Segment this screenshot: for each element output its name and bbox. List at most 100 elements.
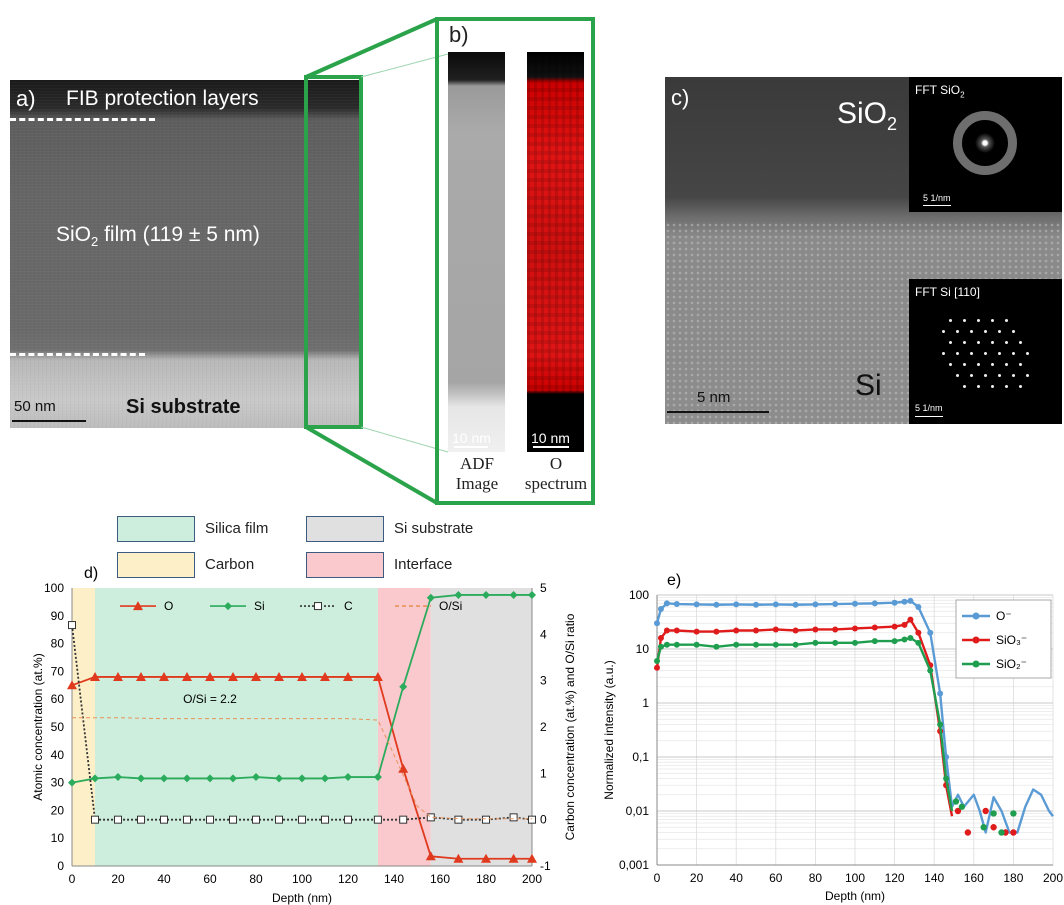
data-point-O <box>159 671 169 681</box>
data-point-Si <box>114 773 122 782</box>
legend-carbon-swatch <box>117 552 195 578</box>
y-tick-label: 0,001 <box>619 858 649 872</box>
data-point-O <box>182 671 192 681</box>
x-tick-label: 80 <box>809 871 823 885</box>
legend-marker-Si <box>224 602 232 611</box>
y2-tick-label: 0 <box>540 813 547 827</box>
data-point-Si <box>509 590 518 599</box>
data-point-Si <box>275 774 283 783</box>
scatter-point <box>952 798 960 805</box>
data-point <box>907 634 914 641</box>
legend-interface-swatch <box>306 552 384 578</box>
legend-silica-label: Silica film <box>205 520 269 537</box>
fft-spot <box>1004 362 1008 366</box>
fft-spot <box>976 318 980 322</box>
data-point-C <box>275 815 283 824</box>
data-point <box>673 601 680 608</box>
data-point <box>852 600 858 607</box>
data-point-O <box>527 853 537 863</box>
fft-sio2-scale-bar <box>923 205 951 206</box>
x-tick-label: 0 <box>654 871 661 885</box>
data-point-O <box>320 671 330 681</box>
data-point-C <box>482 815 490 824</box>
x-tick-label: 100 <box>845 871 865 885</box>
scatter-point <box>1010 829 1017 836</box>
fft-spot <box>997 329 1001 333</box>
legend-carbon-label: Carbon <box>205 556 255 573</box>
scatter-point <box>954 807 962 815</box>
y-tick-label: 90 <box>51 609 65 623</box>
legend-label: Si <box>254 599 265 613</box>
fft-si-inset: FFT Si [110] 5 1/nm <box>909 279 1062 424</box>
data-point-C <box>298 815 306 824</box>
fft-spot <box>941 351 945 355</box>
y-axis-label: Normalized intensity (a.u.) <box>602 660 616 799</box>
data-point <box>753 601 759 608</box>
data-point <box>871 624 878 631</box>
fft-spot <box>948 318 952 322</box>
data-point <box>663 600 670 607</box>
y-tick-label: 1 <box>642 696 649 710</box>
adf-image: 10 nm <box>448 52 505 452</box>
adf-caption: ADF Image <box>455 454 499 493</box>
x-tick-label: 20 <box>690 871 704 885</box>
scatter-point <box>990 810 997 817</box>
data-point <box>891 623 898 630</box>
data-point <box>871 638 878 645</box>
fft-spot <box>1025 351 1029 355</box>
fft-spot <box>983 373 987 377</box>
fft-spot <box>962 384 966 388</box>
data-point <box>772 641 779 648</box>
series-line <box>655 636 954 812</box>
x-tick-label: 100 <box>292 872 312 886</box>
legend-marker-C <box>314 602 322 611</box>
region-silica <box>95 588 378 866</box>
legend-substrate-label: Si substrate <box>394 520 474 537</box>
x-tick-label: 200 <box>1043 871 1063 885</box>
data-point-O <box>297 671 307 681</box>
x-tick-label: 160 <box>430 872 450 886</box>
region-carbon <box>72 588 95 866</box>
x-tick-label: 60 <box>769 871 783 885</box>
data-point-Si <box>68 778 76 787</box>
data-point-Si <box>229 774 237 783</box>
x-tick-label: 120 <box>885 871 905 885</box>
y2-tick-label: 5 <box>540 581 547 595</box>
data-point-Si <box>91 774 99 783</box>
fft-si-scale: 5 1/nm <box>915 403 943 413</box>
fft-spot <box>997 351 1001 355</box>
data-point-C <box>344 815 352 824</box>
legend-label: SiO₃⁻ <box>996 633 1027 647</box>
x-tick-label: 120 <box>338 872 358 886</box>
data-point-C <box>509 813 518 822</box>
annotation: O/Si = 2.2 <box>183 692 237 706</box>
legend-marker <box>972 660 980 668</box>
data-point-Si <box>298 774 306 783</box>
legend-marker <box>972 636 980 644</box>
series-line-O/Si <box>72 717 532 820</box>
data-point <box>891 638 898 645</box>
data-point <box>871 600 878 607</box>
data-point-O <box>481 853 491 863</box>
fft-spot <box>997 373 1001 377</box>
scale-label-a: 50 nm <box>14 398 56 415</box>
data-point <box>937 721 944 728</box>
legend-label: O⁻ <box>996 609 1012 623</box>
fft-spot <box>962 318 966 322</box>
data-point <box>901 598 908 605</box>
x-tick-label: 200 <box>522 872 542 886</box>
y-tick-label: 0 <box>57 859 64 873</box>
fft-sio2-inset: FFT SiO2 5 1/nm <box>909 77 1062 212</box>
fft-si-label: FFT Si [110] <box>915 285 980 299</box>
legend-silica-swatch <box>117 516 195 542</box>
panel-a-label: a) <box>16 86 36 111</box>
scatter-point <box>998 829 1005 836</box>
y-tick-label: 0,1 <box>632 750 649 764</box>
data-point <box>654 657 660 664</box>
legend-interface-label: Interface <box>394 556 453 573</box>
data-point-O <box>398 763 409 773</box>
y-tick-label: 20 <box>51 803 65 817</box>
fft-spot <box>955 373 959 377</box>
data-point-C <box>160 815 168 824</box>
